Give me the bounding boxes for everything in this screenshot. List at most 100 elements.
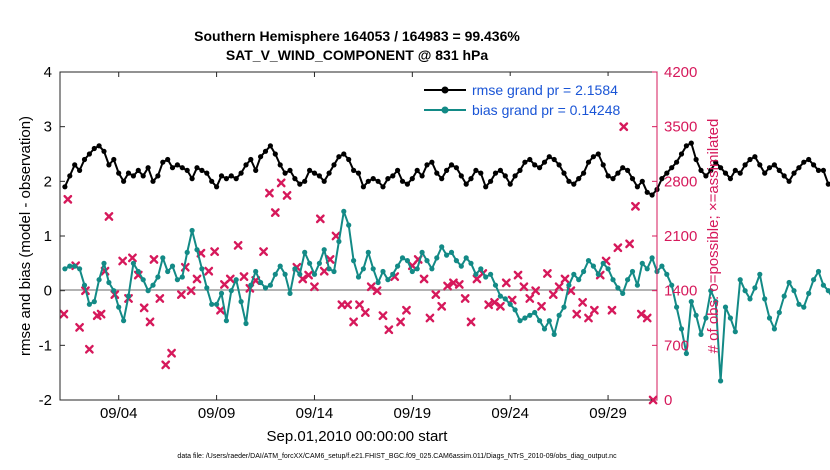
data-point — [214, 301, 220, 307]
obs-marker — [304, 270, 313, 280]
data-point — [600, 260, 606, 266]
rmse-series — [62, 140, 830, 198]
obs-marker — [310, 282, 319, 292]
x-tick-label: 09/04 — [100, 405, 138, 422]
data-point — [453, 258, 459, 264]
data-point — [390, 173, 396, 179]
data-point — [688, 299, 694, 305]
data-point — [282, 170, 288, 176]
legend-rmse-marker — [441, 86, 449, 94]
obs-marker — [282, 190, 292, 200]
data-point — [189, 227, 195, 234]
obs-marker — [525, 294, 535, 303]
obs-marker — [431, 290, 441, 299]
data-point — [258, 279, 264, 286]
obs-marker — [298, 274, 308, 284]
data-point — [512, 173, 518, 179]
obs-marker — [315, 214, 325, 224]
obs-marker — [443, 281, 452, 291]
obs-marker — [537, 301, 546, 311]
data-point — [615, 170, 621, 176]
data-point — [488, 178, 494, 184]
obs-marker — [501, 278, 511, 288]
data-point — [331, 162, 337, 168]
data-point — [248, 282, 254, 288]
obs-marker — [625, 239, 634, 249]
data-point — [204, 170, 210, 176]
obs-marker — [437, 301, 447, 311]
data-point — [698, 167, 704, 173]
data-point — [659, 263, 665, 269]
obs-marker — [366, 282, 376, 292]
obs-marker — [572, 309, 582, 319]
obs-marker — [607, 305, 617, 315]
data-point — [346, 156, 352, 163]
data-point — [262, 285, 269, 291]
data-point — [551, 331, 557, 337]
obs-marker — [349, 317, 359, 327]
data-point — [585, 159, 592, 165]
data-point — [62, 184, 68, 190]
data-point — [375, 279, 381, 286]
data-point — [101, 260, 107, 266]
data-point — [395, 167, 401, 173]
data-point — [316, 173, 322, 179]
data-point — [678, 326, 685, 332]
obs-marker — [233, 240, 243, 250]
data-point — [713, 299, 719, 305]
data-point — [404, 258, 410, 264]
data-point — [806, 156, 812, 163]
data-point — [121, 178, 127, 184]
data-point — [414, 266, 420, 272]
data-point — [277, 162, 283, 168]
data-point — [341, 151, 347, 157]
data-point — [478, 170, 484, 176]
data-point — [439, 176, 445, 182]
obs-marker — [378, 311, 388, 321]
data-point — [732, 167, 738, 173]
data-point — [194, 247, 200, 253]
data-point — [776, 309, 782, 316]
obs-marker — [239, 272, 249, 282]
data-point — [434, 255, 440, 261]
data-point — [336, 238, 342, 245]
obs-marker — [104, 212, 114, 221]
data-point — [409, 268, 415, 275]
data-point — [253, 268, 259, 275]
obs-marker — [276, 178, 286, 188]
x-tick-label: 09/29 — [589, 405, 627, 422]
obs-marker — [631, 201, 640, 211]
obs-marker — [642, 313, 652, 323]
data-point — [326, 266, 332, 272]
data-point — [101, 148, 107, 154]
data-point — [419, 173, 425, 179]
data-point — [272, 151, 278, 157]
data-point — [737, 170, 743, 176]
obs-marker — [265, 188, 274, 198]
y-tick-label: 3 — [44, 119, 52, 136]
data-point — [429, 266, 435, 272]
data-point — [708, 288, 714, 294]
obs-marker — [484, 300, 494, 310]
assimilated-obs-markers — [59, 122, 658, 405]
y-tick-label: 4 — [44, 64, 52, 81]
data-point — [674, 304, 680, 310]
data-point — [91, 145, 97, 152]
data-point — [556, 312, 562, 318]
data-point — [629, 176, 636, 182]
obs-marker — [548, 290, 558, 299]
data-point — [169, 263, 176, 269]
data-point — [111, 288, 117, 294]
data-point — [561, 304, 567, 310]
data-point — [478, 266, 484, 272]
obs-marker — [466, 317, 476, 327]
obs-marker — [155, 294, 165, 303]
obs-marker — [343, 300, 353, 310]
data-point — [248, 156, 254, 163]
data-point — [370, 266, 376, 272]
data-point — [566, 282, 572, 288]
data-point — [507, 301, 513, 307]
data-point — [669, 282, 675, 288]
data-point — [683, 350, 690, 357]
data-point — [825, 288, 830, 294]
